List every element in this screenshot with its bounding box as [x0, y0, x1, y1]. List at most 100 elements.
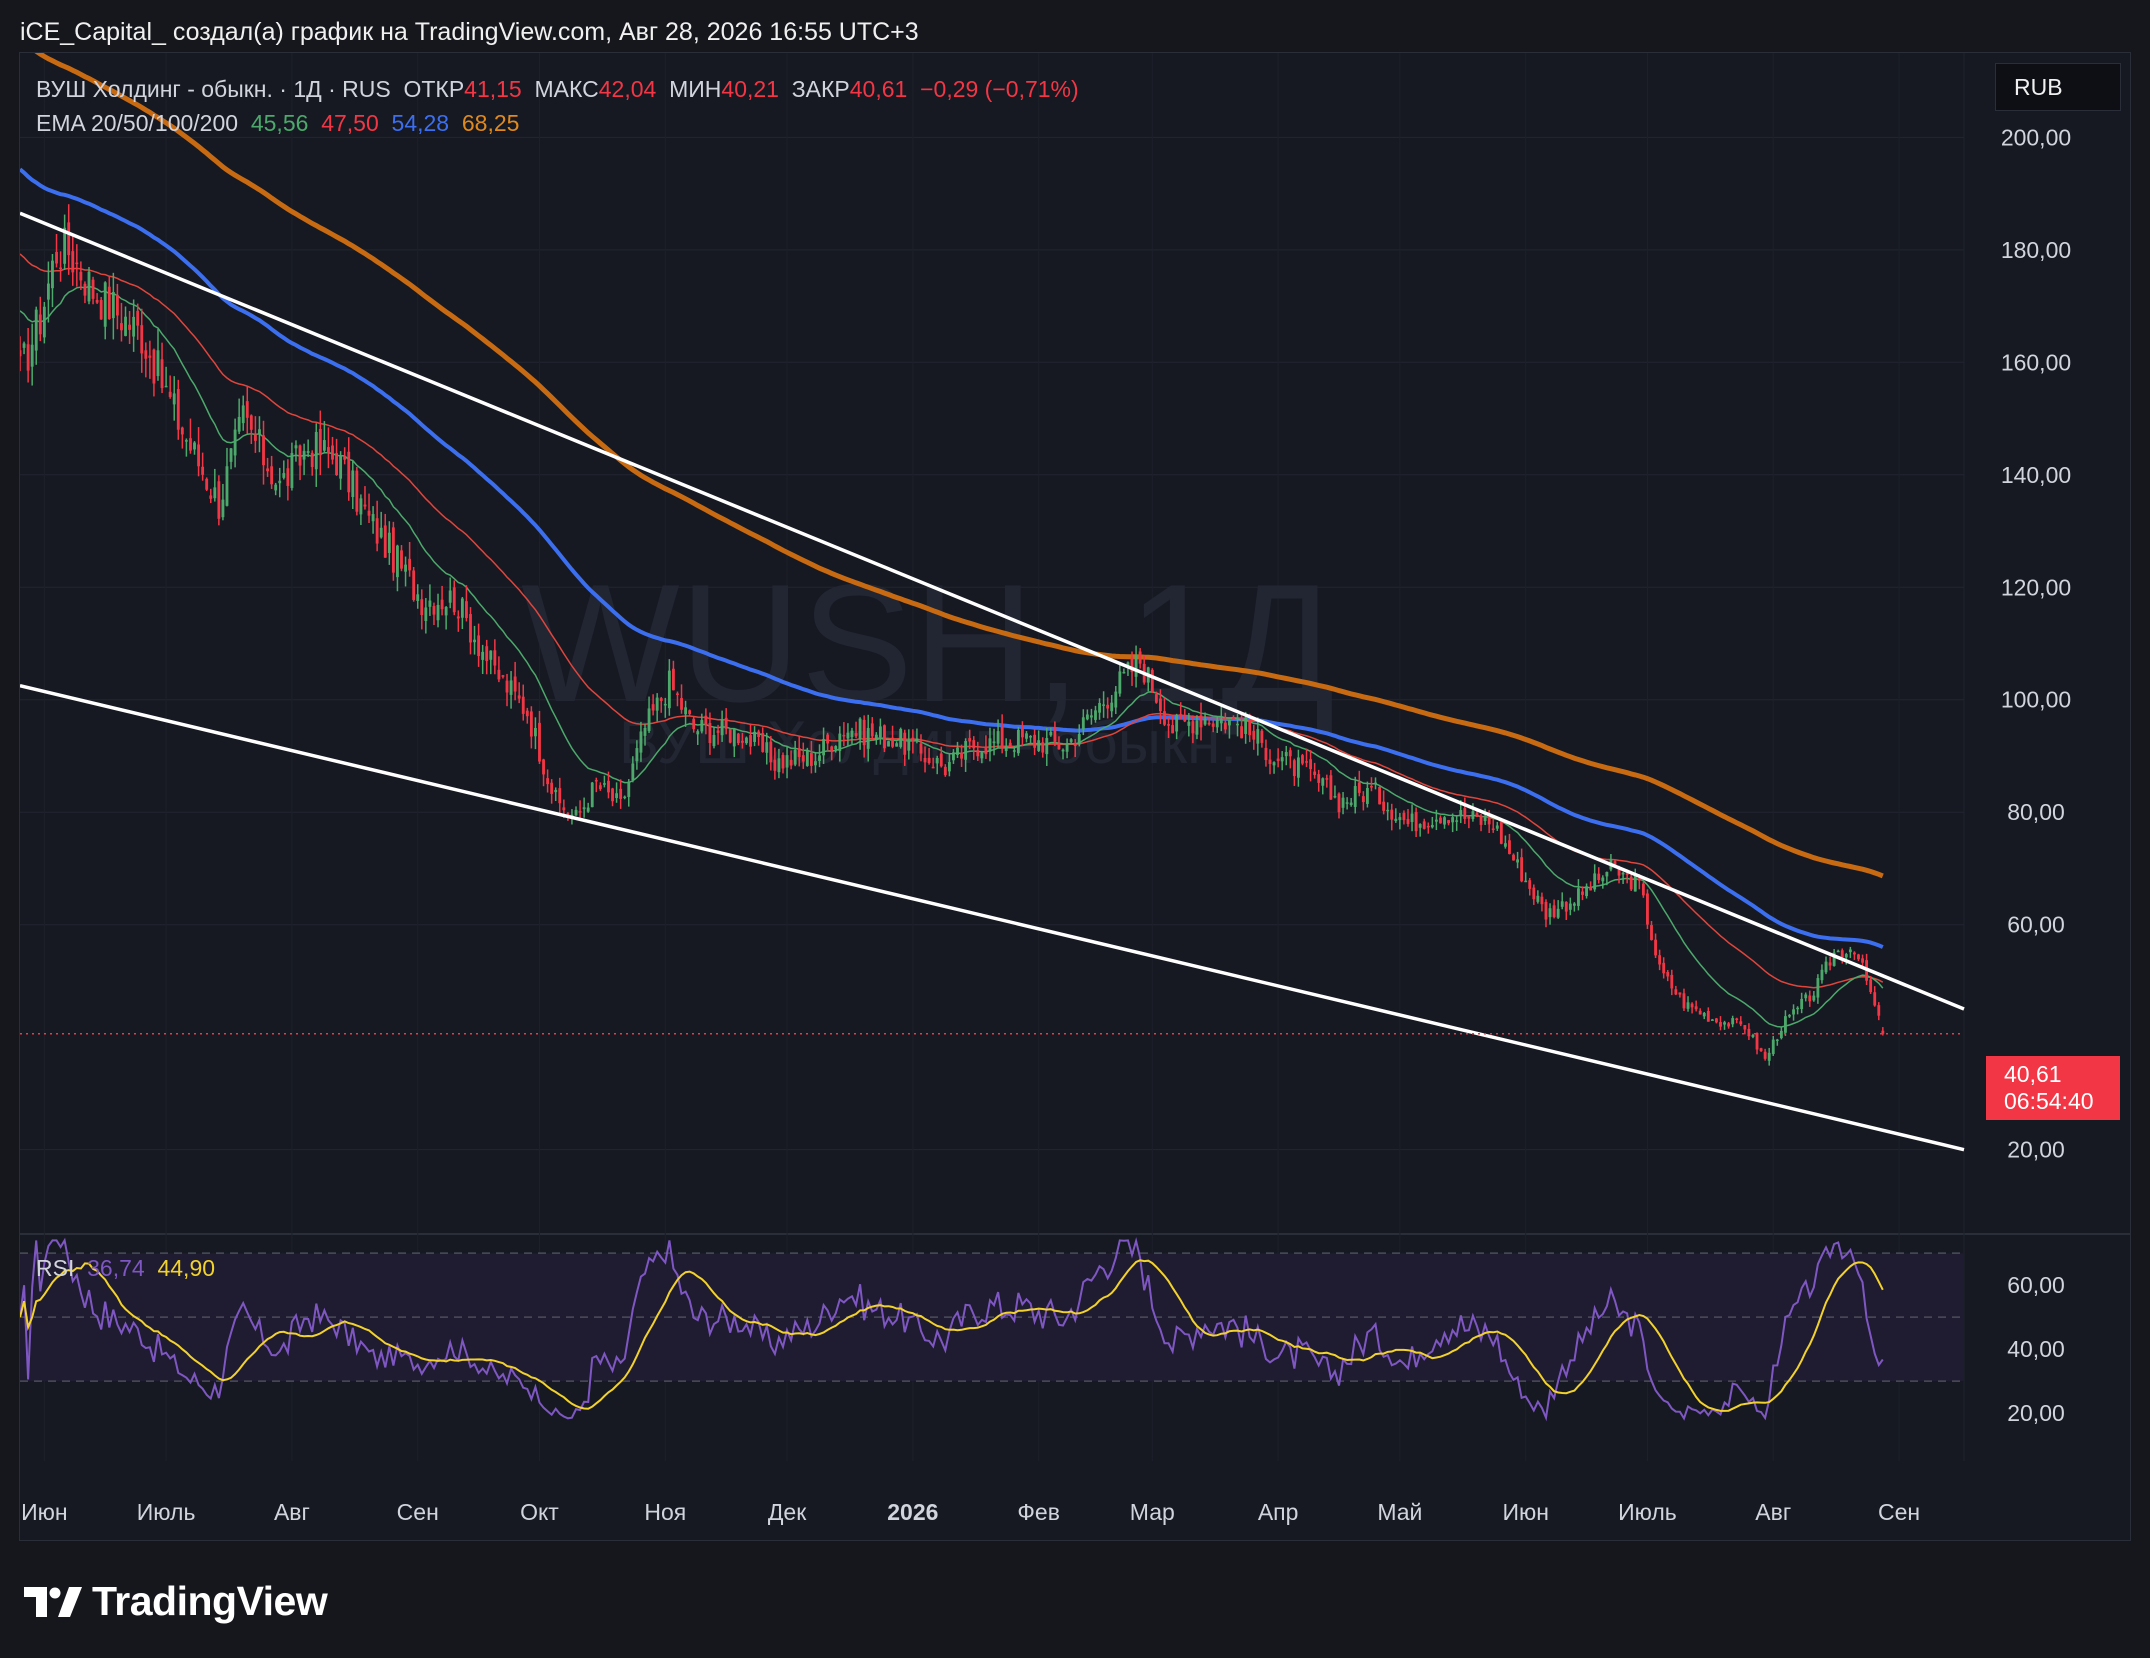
candle-body — [1820, 969, 1824, 981]
candle-body — [1073, 743, 1077, 746]
currency-button[interactable]: RUB — [1995, 63, 2121, 111]
candle-body — [1333, 795, 1337, 798]
candle-body — [1244, 717, 1248, 734]
candle-body — [1021, 726, 1024, 738]
candle-body — [1049, 731, 1053, 736]
candle-body — [233, 429, 237, 456]
candle-body — [371, 514, 375, 522]
time-tick-label: Авг — [1755, 1499, 1791, 1525]
time-tick-label: Фев — [1017, 1499, 1060, 1525]
candle-body — [1743, 1025, 1747, 1030]
rsi-ma-line — [20, 1259, 1884, 1412]
candle-body — [598, 785, 602, 790]
candle-body — [590, 782, 594, 808]
candle-body — [838, 733, 842, 752]
candle-body — [1853, 952, 1856, 955]
candle-body — [172, 393, 176, 405]
tradingview-logo[interactable]: TradingView — [24, 1578, 328, 1625]
candle-body — [1288, 750, 1292, 757]
candle-body — [1560, 901, 1564, 907]
candle-body — [534, 727, 537, 737]
candle-body — [213, 487, 217, 499]
candle-body — [253, 434, 257, 441]
candle-body — [1593, 873, 1597, 890]
candle-body — [753, 731, 757, 742]
candle-body — [960, 752, 963, 759]
candle-body — [947, 762, 951, 772]
candle-body — [387, 532, 391, 553]
candle-body — [1443, 817, 1446, 825]
candle-body — [34, 309, 38, 351]
candle-body — [396, 545, 399, 578]
candle-body — [854, 733, 858, 737]
candle-body — [1382, 801, 1386, 811]
time-tick-label: Сен — [1878, 1499, 1920, 1525]
candle-body — [1378, 786, 1382, 805]
candle-body — [1207, 722, 1211, 725]
candle-body — [1402, 812, 1406, 821]
candle-body — [655, 697, 659, 711]
candle-body — [1004, 746, 1008, 752]
price-tick-label: 180,00 — [2001, 237, 2071, 263]
candle-body — [1808, 995, 1812, 1002]
candle-body — [1690, 1003, 1694, 1008]
chart-panel[interactable]: WUSH, 1Д ВУШ Холдинг - обыкн. 200,00 180,… — [19, 52, 2131, 1541]
candle-body — [469, 614, 472, 643]
candle-body — [1268, 759, 1272, 764]
candle-body — [1321, 778, 1325, 786]
candle-body — [1686, 1002, 1690, 1009]
candle-body — [1548, 908, 1552, 918]
candle-body — [903, 732, 907, 755]
candle-body — [1203, 719, 1207, 725]
candle-body — [408, 558, 412, 571]
candle-body — [1353, 786, 1357, 807]
close-label: ЗАКР — [791, 76, 850, 102]
candle-body — [1479, 815, 1483, 825]
candle-body — [456, 616, 460, 619]
candle-body — [1211, 723, 1215, 727]
open-value: 41,15 — [464, 76, 522, 102]
candle-body — [318, 428, 322, 456]
candle-body — [781, 754, 785, 769]
candle-body — [1053, 727, 1057, 742]
low-value: 40,21 — [721, 76, 779, 102]
candle-body — [144, 350, 148, 359]
candle-body — [1771, 1039, 1775, 1055]
candle-body — [1666, 972, 1670, 977]
candle-body — [984, 747, 988, 755]
candle-body — [1499, 822, 1503, 844]
candle-body — [1662, 962, 1666, 974]
rsi-legend[interactable]: RSI 36,74 44,90 — [36, 1255, 215, 1282]
candle-body — [615, 793, 619, 799]
candle-body — [501, 675, 505, 677]
candle-body — [412, 570, 416, 601]
candle-body — [923, 757, 927, 763]
candle-body — [525, 710, 529, 717]
candle-body — [63, 227, 67, 264]
candle-body — [1755, 1033, 1759, 1050]
chart-canvas[interactable]: WUSH, 1Д ВУШ Холдинг - обыкн. 200,00180,… — [20, 53, 2130, 1540]
candle-body — [1816, 978, 1820, 998]
candle-body — [428, 600, 432, 607]
last-price-value: 40,61 — [2004, 1061, 2062, 1087]
candle-body — [1296, 757, 1300, 778]
candle-body — [1447, 820, 1450, 824]
ema-legend[interactable]: EMA 20/50/100/200 45,56 47,50 54,28 68,2… — [36, 110, 519, 137]
candle-body — [777, 758, 781, 773]
candle-body — [477, 635, 481, 657]
candle-body — [594, 780, 598, 782]
candle-body — [643, 727, 647, 736]
candle-body — [1824, 961, 1828, 973]
candle-body — [1836, 950, 1840, 953]
candle-body — [1179, 714, 1183, 718]
candle-body — [887, 741, 890, 747]
candle-body — [1175, 714, 1179, 732]
candle-body — [919, 743, 923, 754]
candle-body — [1045, 738, 1049, 755]
candle-body — [716, 730, 720, 733]
candle-body — [95, 300, 99, 303]
candle-body — [245, 401, 249, 418]
price-tick-label: 140,00 — [2001, 462, 2071, 488]
ohlc-legend[interactable]: ВУШ Холдинг - обыкн. · 1Д · RUS ОТКР41,1… — [36, 76, 1079, 103]
candle-body — [1495, 825, 1499, 829]
